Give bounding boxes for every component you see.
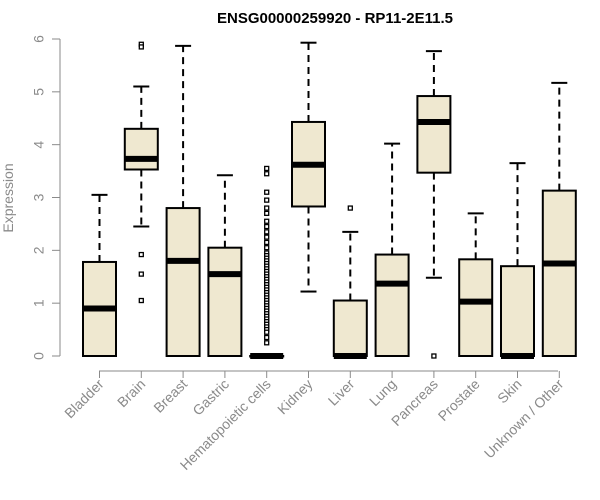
outlier-point <box>347 205 353 211</box>
outlier-point <box>264 239 270 246</box>
y-tick-label: 4 <box>31 141 47 149</box>
y-tick-label: 1 <box>31 299 47 307</box>
outlier-point <box>138 297 144 304</box>
box-breast <box>165 44 201 357</box>
x-tick-label: Lung <box>366 376 399 409</box>
box-gastric <box>207 174 243 357</box>
box-skin <box>500 162 535 359</box>
box-group <box>82 41 577 359</box>
x-tick-label: Prostate <box>435 376 483 424</box>
box-prostate <box>458 212 494 357</box>
x-tick-label: Skin <box>494 376 525 407</box>
y-tick-label: 0 <box>31 352 47 360</box>
box-iqr <box>207 246 243 357</box>
chart-title: ENSG00000259920 - RP11-2E11.5 <box>217 10 453 27</box>
y-tick-label: 3 <box>31 193 47 201</box>
x-tick-label: Bladder <box>61 376 107 422</box>
y-axis-label: Expression <box>0 163 16 232</box>
box-kidney <box>291 41 326 293</box>
outlier-point <box>264 229 270 235</box>
outlier-point <box>138 251 144 258</box>
box-iqr <box>416 95 452 174</box>
box-pancreas <box>416 50 452 359</box>
outlier-point <box>264 223 270 230</box>
outlier-point <box>264 234 270 240</box>
box-liver <box>332 205 368 359</box>
y-tick-label: 6 <box>31 35 47 43</box>
x-tick-label: Kidney <box>274 376 316 418</box>
box-bladder <box>82 193 117 357</box>
outlier-point <box>138 44 144 50</box>
outlier-point <box>264 171 270 177</box>
outlier-point <box>264 165 270 172</box>
outlier-point <box>138 271 144 277</box>
outlier-point <box>264 205 270 211</box>
outlier-point <box>264 245 270 251</box>
outlier-point <box>264 329 270 335</box>
x-tick-label: Unknown / Other <box>481 376 567 462</box>
box-iqr <box>165 207 201 357</box>
box-brain <box>123 41 159 304</box>
outlier-point <box>264 210 270 217</box>
box-lung <box>374 142 410 357</box>
outlier-point <box>264 197 270 203</box>
box-iqr <box>332 299 368 357</box>
box-iqr <box>500 265 535 357</box>
box-unknown-other <box>541 81 577 357</box>
box-hematopoietic-cells <box>249 165 285 359</box>
outlier-point <box>264 334 270 341</box>
outlier-point <box>264 189 270 195</box>
outlier-point <box>264 340 270 346</box>
box-iqr <box>541 189 577 357</box>
outlier-point <box>264 218 270 224</box>
outlier-point <box>431 353 437 359</box>
x-tick-label: Liver <box>325 376 358 409</box>
box-iqr <box>123 127 159 171</box>
box-iqr <box>374 253 410 357</box>
y-tick-label: 5 <box>31 88 47 96</box>
y-axis-ticks: 0 1 2 3 4 5 6 <box>31 35 60 360</box>
box-iqr <box>458 258 494 357</box>
y-tick-label: 2 <box>31 246 47 254</box>
x-tick-label: Brain <box>114 376 148 410</box>
x-tick-label: Breast <box>150 376 190 416</box>
